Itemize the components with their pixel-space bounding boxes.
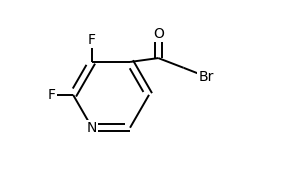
Text: Br: Br [198, 70, 214, 83]
Text: F: F [48, 88, 56, 102]
Text: F: F [88, 33, 96, 47]
Text: N: N [87, 121, 97, 135]
Text: O: O [153, 27, 164, 41]
